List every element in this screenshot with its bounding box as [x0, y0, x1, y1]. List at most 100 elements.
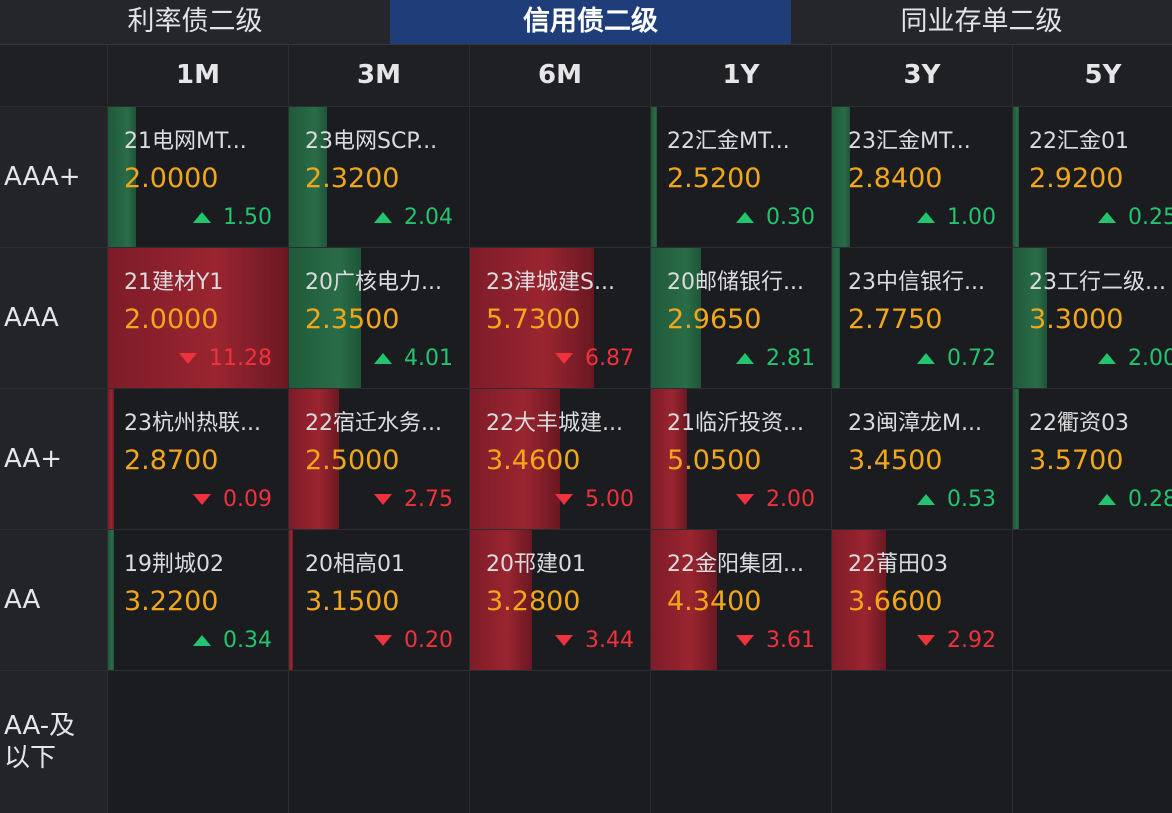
bond-name: 22汇金01 — [1029, 129, 1129, 154]
row-label: AAA+ — [0, 106, 107, 247]
tab-ncd[interactable]: 同业存单二级 — [900, 6, 1063, 37]
change-value: 5.00 — [585, 487, 634, 512]
bond-cell[interactable]: 20邗建01 3.2800 3.44 — [469, 529, 650, 670]
bond-cell[interactable]: 21建材Y1 2.0000 11.28 — [107, 247, 288, 388]
bond-yield: 2.7750 — [848, 304, 943, 335]
bond-cell[interactable]: 23杭州热联... 2.8700 0.09 — [107, 388, 288, 529]
triangle-down-icon — [374, 494, 393, 505]
bond-name: 22金阳集团... — [667, 552, 804, 577]
rating-text: AAA — [4, 303, 59, 333]
change-value: 2.75 — [404, 487, 453, 512]
bp-change: 0.53 — [917, 487, 996, 512]
triangle-down-icon — [179, 353, 198, 364]
bond-yield: 2.0000 — [124, 304, 219, 335]
bond-name: 21临沂投资... — [667, 411, 804, 436]
up-bar — [832, 248, 840, 388]
bond-cell[interactable]: 23中信银行... 2.7750 0.72 — [831, 247, 1012, 388]
triangle-up-icon — [1098, 494, 1117, 505]
row-label: AA-及以下 — [0, 670, 107, 813]
column-header-3m: 3M — [288, 45, 469, 106]
bond-name: 20相高01 — [305, 552, 405, 577]
change-value: 0.30 — [766, 205, 815, 230]
rating-text: AAA+ — [4, 162, 81, 192]
bond-cell[interactable]: 23汇金MT... 2.8400 1.00 — [831, 106, 1012, 247]
bond-cell[interactable]: 22宿迁水务... 2.5000 2.75 — [288, 388, 469, 529]
bond-cell[interactable]: 22莆田03 3.6600 2.92 — [831, 529, 1012, 670]
bond-name: 22宿迁水务... — [305, 411, 442, 436]
bp-change: 2.04 — [374, 205, 453, 230]
bond-cell[interactable]: 20广核电力... 2.3500 4.01 — [288, 247, 469, 388]
change-value: 1.50 — [223, 205, 272, 230]
bond-yield: 3.4600 — [486, 445, 581, 476]
bond-yield: 4.3400 — [667, 586, 762, 617]
tab-rate-bonds[interactable]: 利率债二级 — [127, 6, 263, 37]
down-bar — [651, 530, 717, 670]
bond-yield: 2.0000 — [124, 163, 219, 194]
row-label: AA+ — [0, 388, 107, 529]
change-value: 0.34 — [223, 628, 272, 653]
change-value: 6.87 — [585, 346, 634, 371]
bond-cell[interactable]: 21临沂投资... 5.0500 2.00 — [650, 388, 831, 529]
up-bar — [289, 248, 361, 388]
triangle-up-icon — [374, 353, 393, 364]
triangle-down-icon — [374, 635, 393, 646]
triangle-up-icon — [917, 494, 936, 505]
bp-change: 0.72 — [917, 346, 996, 371]
bond-yield: 2.3200 — [305, 163, 400, 194]
triangle-up-icon — [917, 353, 936, 364]
bp-change: 0.28 — [1098, 487, 1172, 512]
bp-change: 2.81 — [736, 346, 815, 371]
tab-bar: 利率债二级 信用债二级 同业存单二级 — [0, 0, 1172, 45]
bond-yield: 5.7300 — [486, 304, 581, 335]
bp-change: 11.28 — [179, 346, 272, 371]
down-bar — [289, 389, 339, 529]
tab-credit-bonds[interactable]: 信用债二级 — [390, 0, 791, 44]
empty-cell — [107, 670, 288, 813]
up-bar — [832, 107, 850, 247]
bp-change: 1.50 — [193, 205, 272, 230]
up-bar — [289, 107, 327, 247]
up-bar — [1013, 389, 1019, 529]
bond-cell[interactable]: 19荆城02 3.2200 0.34 — [107, 529, 288, 670]
rating-text: AA-及以下 — [4, 711, 76, 773]
triangle-down-icon — [555, 635, 574, 646]
triangle-up-icon — [1098, 212, 1117, 223]
bond-cell[interactable]: 20邮储银行... 2.9650 2.81 — [650, 247, 831, 388]
down-bar — [470, 389, 560, 529]
change-value: 4.01 — [404, 346, 453, 371]
bond-name: 23工行二级... — [1029, 270, 1166, 295]
down-bar — [651, 389, 687, 529]
column-header-1m: 1M — [107, 45, 288, 106]
change-value: 0.72 — [947, 346, 996, 371]
change-value: 3.44 — [585, 628, 634, 653]
bond-cell[interactable]: 20相高01 3.1500 0.20 — [288, 529, 469, 670]
empty-cell — [650, 670, 831, 813]
bond-cell[interactable]: 22汇金MT... 2.5200 0.30 — [650, 106, 831, 247]
down-bar — [470, 530, 532, 670]
bond-cell[interactable]: 21电网MT... 2.0000 1.50 — [107, 106, 288, 247]
down-bar — [470, 248, 594, 388]
bond-cell[interactable]: 22金阳集团... 4.3400 3.61 — [650, 529, 831, 670]
change-value: 0.53 — [947, 487, 996, 512]
bond-cell[interactable]: 23津城建S... 5.7300 6.87 — [469, 247, 650, 388]
triangle-up-icon — [193, 212, 212, 223]
triangle-down-icon — [917, 635, 936, 646]
change-value: 3.61 — [766, 628, 815, 653]
bond-cell[interactable]: 23电网SCP... 2.3200 2.04 — [288, 106, 469, 247]
empty-cell — [1012, 529, 1172, 670]
triangle-up-icon — [917, 212, 936, 223]
up-bar — [651, 107, 657, 247]
triangle-down-icon — [555, 494, 574, 505]
triangle-down-icon — [736, 635, 755, 646]
bp-change: 2.92 — [917, 628, 996, 653]
bond-cell[interactable]: 23闽漳龙M... 3.4500 0.53 — [831, 388, 1012, 529]
up-bar — [1013, 107, 1019, 247]
bond-cell[interactable]: 22大丰城建... 3.4600 5.00 — [469, 388, 650, 529]
bond-name: 23电网SCP... — [305, 129, 438, 154]
bond-name: 23杭州热联... — [124, 411, 261, 436]
bond-name: 19荆城02 — [124, 552, 224, 577]
row-label: AA — [0, 529, 107, 670]
